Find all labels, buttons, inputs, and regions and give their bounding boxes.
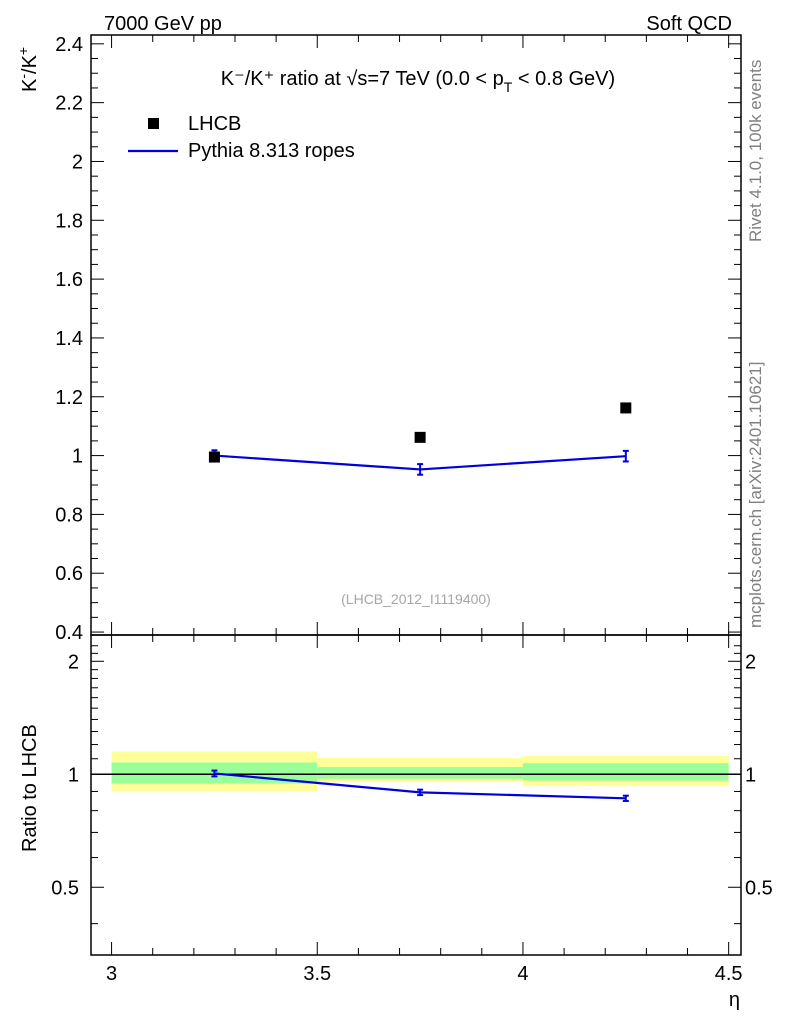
xlabel: η <box>729 989 740 1011</box>
data-point <box>208 451 220 463</box>
main-ytick-label: 1.8 <box>55 210 83 232</box>
main-ytick-label: 2.2 <box>55 93 83 115</box>
legend-data-label: LHCB <box>188 113 241 135</box>
legend-mc-label: Pythia 8.313 ropes <box>188 140 355 162</box>
ratio-band-green <box>317 767 523 779</box>
header-right: Soft QCD <box>646 13 732 35</box>
xtick-label: 3.5 <box>303 963 331 985</box>
main-panel: 0.4 0.6 0.8 1 1.2 1.4 1.6 1.8 2 2.2 2.4 <box>55 34 742 644</box>
ratio-ytick-label-left: 2 <box>68 651 79 673</box>
main-ytick-label: 2.4 <box>55 34 83 56</box>
main-ytick-label: 2 <box>72 151 83 173</box>
main-ytick-label: 0.8 <box>55 504 83 526</box>
ratio-band-green <box>522 763 729 781</box>
header-left: 7000 GeV pp <box>104 13 222 35</box>
main-title: K⁻/K⁺ ratio at √s=7 TeV (0.0 < pT < 0.8 … <box>221 68 615 95</box>
ratio-ytick-label-right: 0.5 <box>745 877 773 899</box>
ratio-ytick-label-right: 2 <box>745 651 756 673</box>
side-label-rivet: Rivet 4.1.0, 100k events <box>746 60 765 242</box>
ratio-ytick-label-left: 1 <box>68 764 79 786</box>
ratio-frame <box>90 634 742 956</box>
main-ytick-label: 1 <box>72 446 83 468</box>
legend: LHCB Pythia 8.313 ropes <box>128 113 355 162</box>
analysis-watermark: (LHCB_2012_I1119400) <box>341 591 491 607</box>
xtick-label: 4 <box>517 963 528 985</box>
ratio-ytick-label-left: 0.5 <box>51 877 79 899</box>
xtick-label: 4.5 <box>715 963 743 985</box>
data-point <box>414 431 426 443</box>
main-ytick-label: 0.4 <box>55 622 83 644</box>
ratio-ylabel: Ratio to LHCB <box>19 724 41 852</box>
legend-data-marker <box>148 118 159 129</box>
main-ylabel: K-/K+ <box>15 47 41 92</box>
main-ytick-label: 1.2 <box>55 387 83 409</box>
xtick-label: 3 <box>106 963 117 985</box>
main-ytick-label: 1.4 <box>55 328 83 350</box>
side-label-mcplots: mcplots.cern.ch [arXiv:2401.10621] <box>746 362 765 628</box>
data-point <box>620 402 632 414</box>
main-ytick-label: 0.6 <box>55 563 83 585</box>
ratio-ytick-label-right: 1 <box>745 764 756 786</box>
main-ytick-label: 1.6 <box>55 269 83 291</box>
ratio-panel: 0.5 0.5 1 1 2 2 3 3.5 4 4.5 <box>51 634 773 985</box>
